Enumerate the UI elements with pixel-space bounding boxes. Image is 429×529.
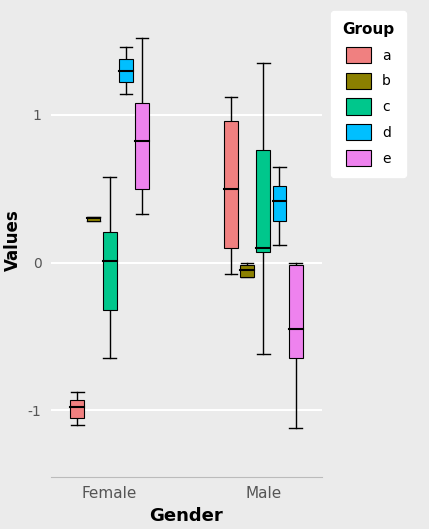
Bar: [240, 266, 254, 277]
Bar: [103, 232, 117, 310]
Bar: [70, 400, 84, 417]
Y-axis label: Values: Values: [4, 209, 22, 271]
Bar: [135, 103, 149, 189]
Bar: [272, 186, 287, 221]
Bar: [119, 59, 133, 83]
Bar: [224, 121, 238, 248]
Legend: a, b, c, d, e: a, b, c, d, e: [331, 11, 406, 177]
Bar: [257, 150, 270, 252]
Bar: [289, 266, 302, 359]
X-axis label: Gender: Gender: [150, 507, 224, 525]
Bar: [87, 217, 100, 221]
